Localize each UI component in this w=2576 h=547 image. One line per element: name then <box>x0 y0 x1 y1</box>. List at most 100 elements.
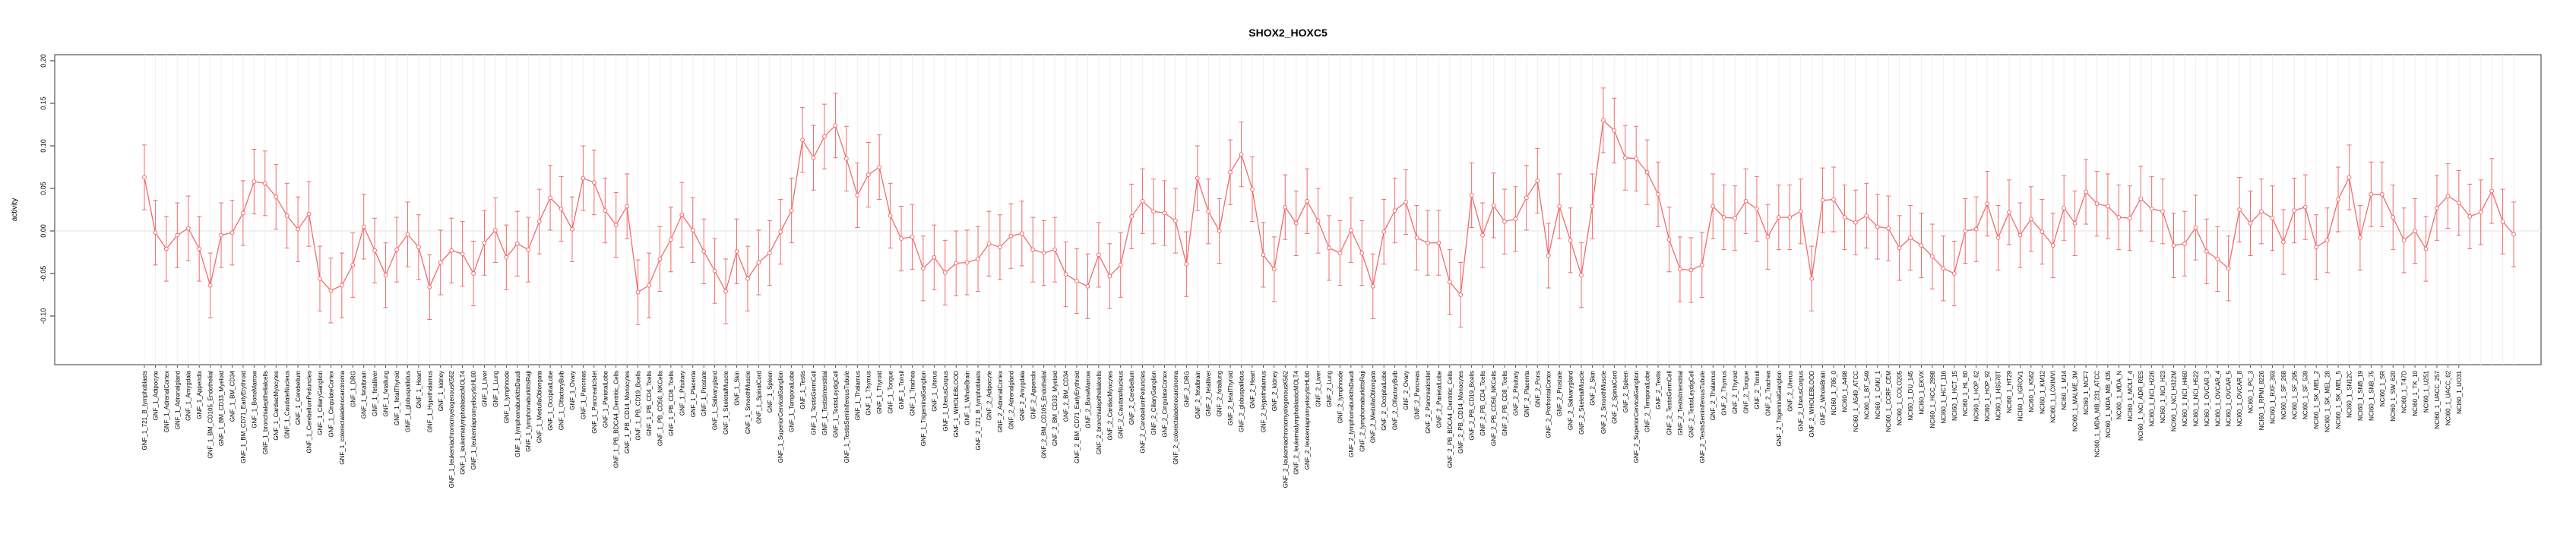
data-point <box>1995 236 2001 240</box>
data-point <box>613 223 619 228</box>
data-point <box>2500 219 2505 224</box>
x-tick-label: GNF_2_globuspallidus <box>1239 371 1245 432</box>
x-tick-labels: GNF_1_721_B_lymphoblasts GNF_1_Adipocyte G… <box>141 365 2463 488</box>
data-point <box>416 245 421 250</box>
data-point <box>1315 218 1321 223</box>
data-point <box>822 134 827 139</box>
data-point <box>866 172 871 177</box>
data-point <box>2040 229 2045 235</box>
x-tick-label: GNF_1_Thalamus <box>854 371 861 420</box>
x-tick-label: GNF_1_DRG <box>350 371 356 407</box>
data-point <box>855 193 860 198</box>
data-point <box>1809 276 1815 281</box>
x-tick-label: GNF_2_bronchialepithelialcells <box>1096 371 1103 454</box>
x-tick-label: NCI60_1_NCI_H23 <box>2160 370 2166 422</box>
data-point <box>625 204 630 209</box>
x-tick-label: GNF_2_fetalbrain <box>1195 371 1201 419</box>
data-point <box>800 138 805 143</box>
data-point <box>1447 280 1452 285</box>
data-point <box>559 206 564 211</box>
data-point <box>482 240 487 245</box>
chart-title: SHOX2_HOXC5 <box>1248 27 1328 39</box>
x-tick-label: GNF_1_fetalliver <box>372 371 378 416</box>
x-tick-label: NCI60_1_MDA_N <box>2116 371 2122 419</box>
x-tick-label: GNF_2_Amygdala <box>1019 370 1026 420</box>
data-point <box>1140 198 1145 204</box>
x-tick-label: GNF_2_CingulateCortex <box>1161 371 1168 438</box>
x-tick-label: GNF_1_Salivarygland <box>712 371 719 430</box>
data-point <box>185 226 191 231</box>
data-point <box>2062 205 2067 210</box>
y-axis: -0.10 -0.05 0.00 0.05 0.10 0.15 0.20 <box>40 54 55 324</box>
data-point <box>1875 224 1880 229</box>
x-tick-label: GNF_1_Tonsil <box>898 371 905 409</box>
x-tick-label: GNF_1_TestisInterstitial <box>821 371 828 435</box>
data-point <box>570 226 574 232</box>
data-point <box>1052 247 1058 252</box>
data-point <box>1710 204 1716 209</box>
data-point <box>1886 226 1891 231</box>
x-tick-label: GNF_2_Prostate <box>1556 370 1563 416</box>
x-tick-label: GNF_2_CardiacMyocytes <box>1106 371 1113 441</box>
data-point <box>1008 233 1014 239</box>
data-point <box>361 224 366 229</box>
data-point <box>274 194 279 200</box>
x-tick-label: GNF_2_BoneMarrow <box>1084 371 1091 428</box>
x-tick-label: GNF_1_lymphnode <box>503 370 510 423</box>
data-point <box>877 165 882 169</box>
data-point <box>734 248 739 254</box>
data-point <box>1381 229 1387 235</box>
x-tick-label: GNF_1_TrigeminalGanglion <box>920 371 927 446</box>
x-tick-label: GNF_2_fetallung <box>1217 371 1223 416</box>
x-tick-label: GNF_1_Lung <box>492 371 499 407</box>
x-tick-label: GNF_2_Testis <box>1655 371 1662 409</box>
data-point <box>668 237 673 242</box>
data-point <box>2149 206 2154 211</box>
x-tick-label: GNF_1_WHOLEBLOOD <box>953 371 960 438</box>
data-point <box>2391 215 2396 220</box>
x-tick-label: GNF_2_DRG <box>1183 371 1190 407</box>
data-point <box>635 289 641 295</box>
data-point <box>581 175 586 181</box>
x-tick-label: NCI60_1_NCI_H322M <box>2171 371 2178 432</box>
data-point <box>1919 243 1924 248</box>
x-tick-label: GNF_2_Pons <box>1534 371 1541 407</box>
data-point <box>1129 214 1135 219</box>
x-tick-label: GNF_1_TestisGermCell <box>811 371 818 435</box>
x-tick-label: GNF_2_PrefrontalCortex <box>1546 371 1552 438</box>
data-point <box>1622 155 1628 160</box>
x-tick-label: GNF_2_Adipocyte <box>986 370 993 420</box>
x-tick-label: NCI60_1_MCF7 <box>2083 370 2090 414</box>
x-tick-label: NCI60_1_HCT_116 <box>1940 370 1947 423</box>
x-tick-label: GNF_1_Thymus <box>866 371 872 416</box>
data-point <box>2171 243 2176 248</box>
data-point <box>1853 220 1858 225</box>
x-tick-label: NCI60_1_CCRF_CEM <box>1885 371 1892 432</box>
x-tick-label: GNF_2_lymphomaburkittsDaudi <box>1348 371 1355 457</box>
data-point <box>2489 188 2495 194</box>
data-point <box>1579 273 1584 278</box>
data-point <box>2237 207 2242 212</box>
x-tick-label: NCI60_1_786_0 <box>1831 370 1837 415</box>
data-point <box>2413 229 2417 233</box>
x-tick-label: NCI60_1_HT29 <box>2006 370 2013 413</box>
x-tick-label: GNF_1_MedullaOblongata <box>536 370 543 443</box>
x-tick-label: GNF_2_PB_CD8_Tcells <box>1502 371 1508 436</box>
data-point <box>2116 215 2122 220</box>
x-tick-label: NCI60_1_EKVX <box>1919 370 1926 414</box>
data-point <box>1699 262 1704 267</box>
data-point <box>1864 213 1869 218</box>
data-point <box>833 123 838 128</box>
x-tick-label: GNF_1_TestisSeminiferousTubule <box>843 370 850 463</box>
y-axis-label: activity <box>11 198 19 222</box>
data-point <box>1787 215 1793 220</box>
data-point <box>789 208 794 213</box>
data-point <box>262 181 267 186</box>
data-point <box>1217 229 1222 233</box>
x-tick-label: GNF_1_TestisLeydigCell <box>832 371 839 438</box>
data-point <box>2292 208 2297 213</box>
x-tick-label: GNF_2_Tonsil <box>1754 371 1761 409</box>
x-tick-label: NCI60_1_SR <box>2379 371 2386 406</box>
data-point <box>1656 191 1660 197</box>
x-tick-label: NCI60_1_NCI_H460 <box>2182 370 2188 426</box>
